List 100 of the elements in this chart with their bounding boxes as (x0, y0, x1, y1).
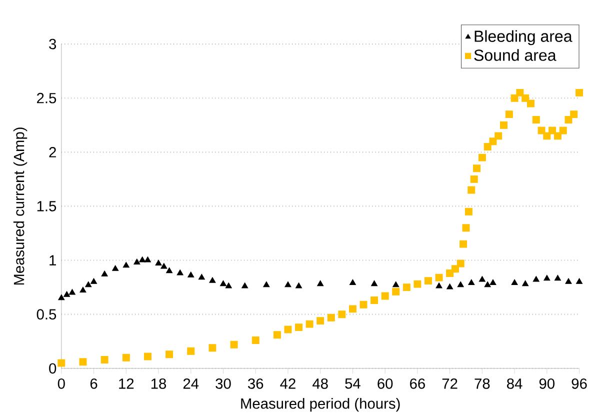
point (80, 286, 86, 292)
point (79, 358, 87, 366)
point (526, 100, 534, 108)
point (284, 326, 292, 334)
x-tick-label: 84 (507, 378, 522, 389)
x-tick-label: 78 (474, 378, 490, 389)
point (295, 282, 302, 288)
point (468, 279, 475, 285)
point (64, 291, 70, 297)
point (155, 260, 162, 266)
point (565, 278, 572, 284)
point (402, 284, 410, 291)
x-tick-label: 96 (572, 378, 587, 389)
point (522, 280, 529, 286)
point (371, 280, 378, 286)
point (112, 265, 119, 271)
point (470, 175, 478, 183)
legend-label: Bleeding area (474, 30, 572, 46)
point (451, 265, 459, 273)
point (338, 310, 346, 318)
x-tick-label: 60 (378, 378, 393, 389)
legend-label: Sound area (474, 49, 556, 61)
point (456, 260, 464, 268)
point (478, 154, 486, 162)
point (468, 186, 476, 194)
point (464, 208, 472, 216)
point (58, 359, 66, 367)
point (511, 279, 518, 285)
point (122, 354, 130, 362)
point (490, 279, 496, 285)
x-tick-label: 12 (119, 378, 134, 389)
point (392, 288, 400, 296)
point (510, 94, 518, 102)
point (570, 110, 578, 118)
x-tick-label: 24 (183, 378, 199, 389)
y-tick-label: 2 (49, 146, 56, 158)
point (208, 344, 216, 352)
point (554, 132, 562, 140)
point (144, 256, 151, 262)
point (516, 88, 524, 96)
point (139, 256, 146, 262)
x-tick-label: 48 (312, 378, 328, 389)
point (252, 336, 260, 344)
point (532, 116, 540, 124)
x-tick-label: 66 (410, 378, 425, 389)
point (381, 292, 389, 300)
point (435, 274, 443, 282)
point (500, 121, 508, 129)
point (532, 276, 540, 282)
point (370, 296, 378, 304)
point (176, 269, 184, 276)
point (166, 267, 173, 274)
point (484, 142, 492, 150)
point (100, 356, 108, 364)
point (327, 314, 335, 322)
point (134, 258, 140, 264)
y-axis-title: Measured current (Amp) (13, 128, 28, 284)
point (188, 272, 194, 278)
x-tick-label: 18 (151, 378, 166, 389)
x-tick-label: 42 (280, 378, 296, 389)
point (559, 126, 567, 134)
point (462, 224, 470, 232)
x-tick-label: 90 (539, 378, 554, 389)
y-tick-label: 1 (50, 255, 56, 266)
point (273, 331, 281, 339)
point (209, 277, 216, 283)
y-tick-label: 0.5 (36, 309, 56, 320)
point (166, 350, 174, 358)
point (68, 288, 76, 295)
y-tick-label: 0 (49, 363, 56, 374)
point (242, 282, 248, 288)
point (548, 126, 556, 134)
point (489, 138, 497, 146)
point (85, 281, 92, 288)
x-tick-label: 54 (345, 378, 360, 389)
point (230, 340, 238, 348)
point (446, 284, 454, 290)
point (522, 94, 530, 102)
y-tick-label: 3 (49, 38, 56, 50)
point (317, 280, 324, 286)
point (295, 324, 303, 331)
point (576, 278, 583, 284)
point (392, 281, 400, 288)
x-tick-label: 6 (90, 378, 98, 389)
point (478, 276, 486, 282)
point (424, 277, 432, 284)
x-tick-label: 0 (58, 378, 65, 389)
point (414, 280, 422, 288)
point (543, 132, 551, 140)
point (263, 281, 270, 288)
point (564, 116, 572, 124)
point (198, 274, 205, 280)
y-tick-label: 1.5 (37, 201, 56, 212)
y-tick-label: 2.5 (37, 92, 56, 104)
x-tick-label: 36 (248, 378, 264, 389)
point (576, 88, 584, 96)
point (225, 282, 232, 288)
point (348, 305, 356, 313)
point (122, 262, 130, 268)
point (220, 280, 227, 286)
